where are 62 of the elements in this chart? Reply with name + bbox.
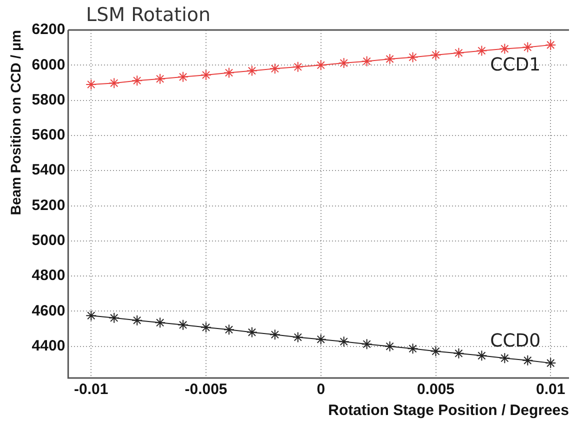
point [223, 324, 234, 336]
point [154, 317, 166, 328]
point [132, 75, 143, 86]
point [108, 312, 120, 324]
x-tick-label: 0 [316, 381, 326, 398]
chart-title: LSM Rotation [86, 4, 211, 26]
series-label: CCD1 [490, 54, 541, 76]
x-axis-title: Rotation Stage Position / Degrees [328, 402, 569, 420]
point [246, 65, 258, 76]
point [476, 350, 488, 362]
point [200, 322, 212, 333]
point [407, 343, 418, 354]
point [522, 42, 534, 53]
y-tick-label: 4600 [32, 302, 66, 320]
point [430, 49, 442, 60]
point [407, 52, 418, 63]
point [476, 45, 488, 56]
point [86, 310, 97, 322]
point [269, 63, 280, 74]
point [545, 358, 556, 369]
point [292, 61, 304, 72]
y-tick-label: 4800 [32, 267, 66, 284]
y-tick-label: 5400 [32, 162, 66, 179]
point [361, 338, 372, 350]
point [384, 340, 396, 352]
x-tick-label: 0.005 [416, 381, 455, 398]
point [499, 43, 510, 54]
point [292, 332, 304, 343]
y-axis-title: Beam Position on CCD / μm [7, 30, 24, 216]
point [430, 346, 442, 357]
point [154, 73, 166, 84]
point [384, 54, 396, 64]
point [178, 319, 189, 330]
point [246, 326, 258, 338]
series-label: CCD0 [490, 330, 541, 352]
x-tick-label: 0.01 [536, 381, 566, 398]
point [361, 56, 372, 67]
point [108, 78, 120, 89]
point [86, 78, 97, 90]
y-tick-label: 5200 [32, 196, 66, 214]
point [453, 348, 464, 359]
point [499, 352, 510, 364]
y-tick-label: 4400 [32, 338, 66, 355]
point [200, 69, 212, 80]
point [178, 71, 189, 82]
point [132, 314, 143, 326]
point [522, 354, 534, 366]
y-tick-label: 5000 [32, 232, 66, 250]
point [338, 336, 350, 348]
point [338, 58, 350, 69]
x-tick-label: -0.01 [74, 381, 108, 398]
point [545, 39, 556, 50]
y-tick-label: 5600 [32, 126, 66, 144]
point [269, 329, 280, 340]
y-tick-label: 6200 [32, 21, 66, 38]
point [453, 47, 464, 58]
point [223, 67, 234, 78]
point [315, 60, 326, 71]
y-tick-label: 5800 [32, 91, 66, 108]
x-tick-label: -0.005 [184, 381, 228, 398]
y-tick-label: 6000 [32, 56, 66, 74]
point [315, 334, 326, 345]
